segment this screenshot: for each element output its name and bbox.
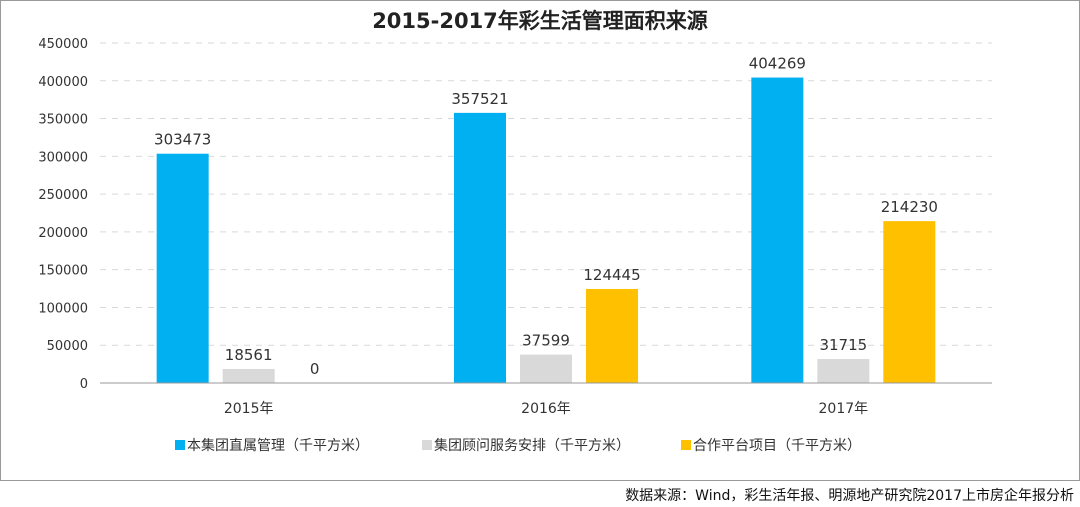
data-label: 357521 bbox=[451, 90, 508, 108]
data-label: 31715 bbox=[819, 336, 867, 354]
source-note: 数据来源：Wind，彩生活年报、明源地产研究院2017上市房企年报分析 bbox=[625, 487, 1074, 504]
data-label: 214230 bbox=[881, 198, 938, 216]
y-tick-label: 450000 bbox=[38, 37, 88, 52]
gridlines bbox=[100, 42, 992, 346]
chart-title: 2015-2017年彩生活管理面积来源 bbox=[372, 9, 708, 33]
legend: 本集团直属管理（千平方米） 集团顾问服务安排（千平方米） 合作平台项目（千平方米） bbox=[175, 437, 861, 454]
legend-label: 集团顾问服务安排（千平方米） bbox=[434, 437, 630, 454]
data-label: 404269 bbox=[749, 55, 806, 73]
y-tick-label: 400000 bbox=[38, 75, 88, 90]
x-axis-categories: 2015年 2016年 2017年 bbox=[224, 401, 868, 417]
bars bbox=[156, 77, 936, 384]
y-tick-label: 350000 bbox=[38, 113, 88, 128]
data-label: 0 bbox=[310, 360, 320, 378]
bar bbox=[817, 359, 870, 383]
data-label: 18561 bbox=[225, 346, 273, 364]
legend-swatch bbox=[175, 440, 185, 450]
bar bbox=[520, 354, 572, 383]
y-tick-label: 50000 bbox=[47, 339, 88, 354]
x-category-label: 2016年 bbox=[521, 401, 571, 417]
data-label: 303473 bbox=[154, 131, 211, 149]
y-tick-label: 250000 bbox=[38, 188, 88, 203]
bar bbox=[156, 153, 209, 383]
x-category-label: 2015年 bbox=[224, 401, 274, 417]
bar bbox=[454, 112, 506, 384]
x-category-label: 2017年 bbox=[819, 401, 869, 417]
legend-label: 本集团直属管理（千平方米） bbox=[187, 437, 369, 454]
y-axis-ticks: 0 50000 100000 150000 200000 250000 300000 3500… bbox=[38, 37, 88, 392]
data-label: 37599 bbox=[522, 332, 570, 350]
legend-label: 合作平台项目（千平方米） bbox=[693, 438, 861, 454]
y-tick-label: 200000 bbox=[38, 226, 88, 241]
data-label: 124445 bbox=[583, 266, 640, 284]
y-tick-label: 100000 bbox=[38, 301, 88, 316]
data-labels: 303473 18561 0 357521 37599 124445 404269 31715… bbox=[154, 55, 938, 378]
y-tick-label: 150000 bbox=[38, 264, 88, 279]
legend-swatch bbox=[681, 440, 691, 450]
bar bbox=[586, 288, 638, 383]
legend-swatch bbox=[422, 440, 432, 450]
y-tick-label: 0 bbox=[80, 377, 88, 392]
bar bbox=[751, 77, 804, 384]
bar bbox=[222, 368, 275, 383]
y-tick-label: 300000 bbox=[38, 150, 88, 165]
bar bbox=[883, 221, 936, 383]
